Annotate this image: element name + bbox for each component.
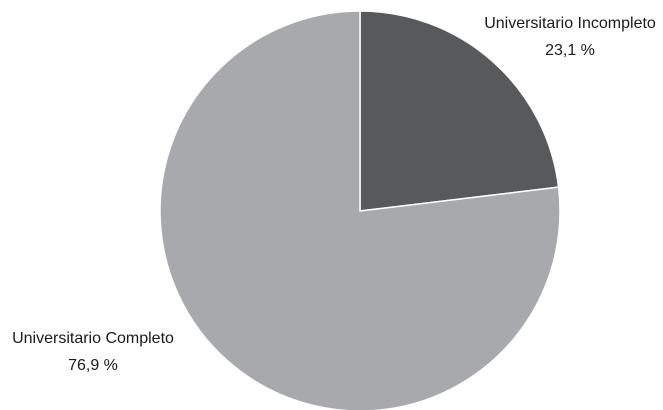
- slice-value-incompleto: 23,1 %: [545, 42, 595, 59]
- pie-slices: [159, 10, 561, 410]
- pie-slice-0: [359, 10, 560, 212]
- slice-label-incompleto: Universitario Incompleto: [484, 15, 656, 32]
- pie-slice-1: [159, 10, 561, 410]
- slice-value-completo: 76,9 %: [68, 357, 118, 374]
- slice-label-completo: Universitario Completo: [12, 330, 174, 347]
